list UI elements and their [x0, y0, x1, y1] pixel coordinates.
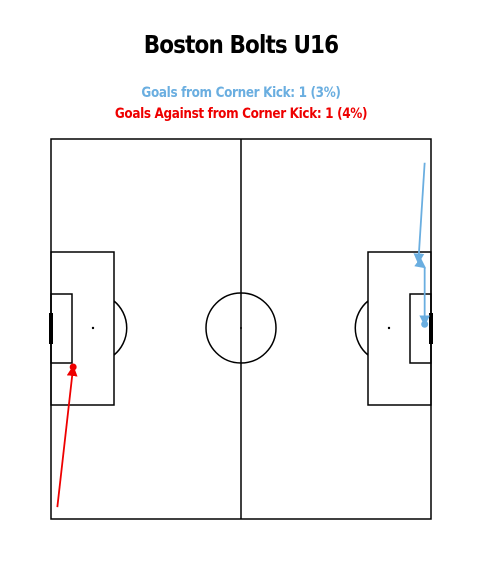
against-goal-shot-marker: [69, 363, 77, 371]
right-penalty-box: [367, 251, 432, 406]
right-penalty-arc: [354, 300, 369, 356]
left-penalty-box: [50, 251, 115, 406]
for-goal-shot-marker: [421, 320, 429, 328]
center-circle: [205, 292, 277, 364]
right-penalty-spot: [387, 326, 391, 330]
against-shot_goal-path: [56, 365, 78, 508]
center-spot: [240, 327, 242, 329]
left-penalty-spot: [91, 326, 95, 330]
goals-against-subtitle: Goals Against from Corner Kick: 1 (4%): [114, 106, 368, 122]
for-carry-path: [414, 257, 427, 269]
left-six-yard-box: [50, 293, 73, 364]
event-layer: [56, 162, 431, 508]
right-six-yard-box: [409, 293, 432, 364]
page-title: Boston Bolts U16: [143, 30, 339, 59]
goals-for-subtitle: Goals from Corner Kick: 1 (3%): [141, 85, 341, 101]
left-penalty-arc: [113, 300, 128, 356]
for-pass-path: [413, 162, 426, 265]
